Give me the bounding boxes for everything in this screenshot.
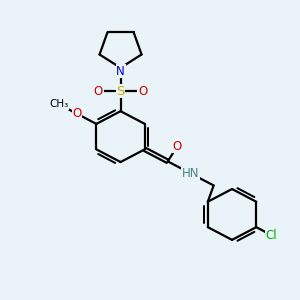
Text: O: O [138, 85, 147, 98]
Text: HN: HN [182, 167, 200, 180]
Text: N: N [116, 64, 125, 77]
Text: CH₃: CH₃ [49, 99, 68, 109]
Text: O: O [94, 85, 103, 98]
Text: Cl: Cl [266, 229, 278, 242]
Text: O: O [173, 140, 182, 153]
Text: O: O [73, 107, 82, 120]
Text: S: S [116, 85, 125, 98]
